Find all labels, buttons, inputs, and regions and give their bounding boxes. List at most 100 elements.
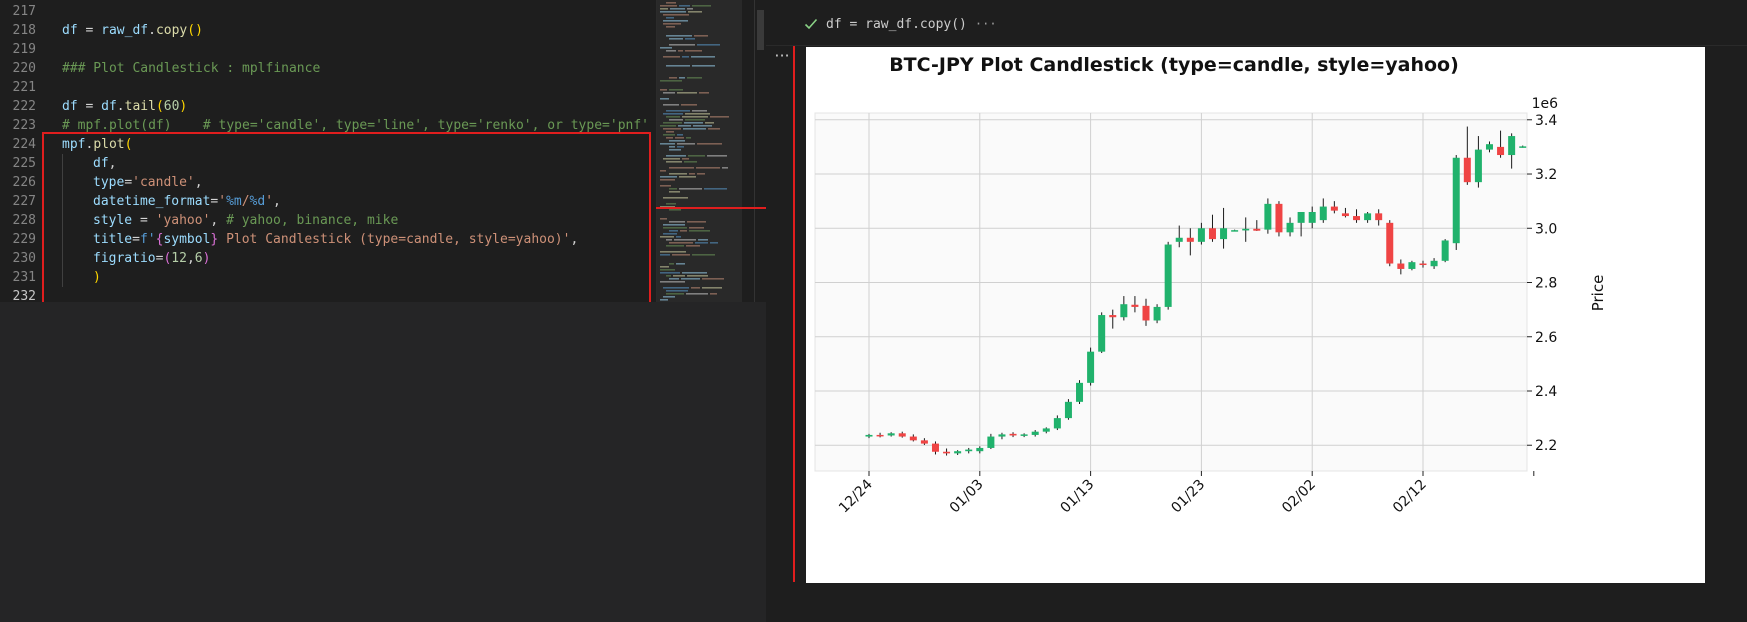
code-line[interactable]: 228 style = 'yahoo', # yahoo, binance, mi… — [0, 211, 656, 230]
y-tick-label: 2.2 — [1535, 438, 1557, 454]
minimap-code-line — [687, 8, 693, 10]
candle — [1120, 296, 1128, 321]
candle-body — [1497, 146, 1505, 156]
minimap-code-line — [663, 14, 689, 16]
indent-guide — [62, 249, 93, 268]
x-tick-label: 12/24 — [836, 476, 876, 516]
minimap-code-line — [666, 290, 688, 292]
minimap-code-line — [710, 293, 717, 295]
code-line[interactable]: 219 — [0, 40, 656, 59]
editor-scrollbar[interactable] — [754, 0, 766, 302]
line-number: 219 — [12, 42, 36, 57]
scrollbar-thumb[interactable] — [757, 10, 764, 50]
code-line[interactable]: 223 # mpf.plot(df) # type='candle', type=… — [0, 116, 656, 135]
code-token: plot — [93, 137, 125, 152]
expand-cell-more[interactable]: ··· — [974, 17, 997, 31]
code-line[interactable]: 220 ### Plot Candlestick : mplfinance — [0, 59, 656, 78]
minimap-code-line — [666, 137, 673, 139]
minimap-code-line — [687, 275, 708, 277]
minimap-code-line — [663, 128, 681, 130]
code-line[interactable]: 217 — [0, 2, 656, 21]
minimap-code-line — [666, 131, 674, 133]
candle — [865, 433, 873, 439]
chart-figure: 2.2 2.4 2.6 2.8 3.0 3.2 3.4 12/24 01/03 01/13 01/2… — [806, 47, 1705, 583]
code-token: , — [210, 213, 227, 228]
candle-body — [1375, 213, 1383, 221]
code-token: ( — [124, 137, 133, 152]
code-line[interactable]: 226 type='candle', — [0, 173, 656, 192]
code-token: ' — [218, 194, 227, 209]
code-token: type — [93, 175, 125, 190]
minimap-code-line — [679, 77, 685, 79]
code-editor[interactable]: 217 218 df = raw_df.copy() 219 220 ### Plo… — [0, 0, 766, 302]
cell-header: df = raw_df.copy() ··· — [766, 0, 1747, 46]
minimap-code-line — [669, 146, 675, 148]
code-token: ) — [202, 251, 211, 266]
code-token: { — [155, 232, 164, 247]
minimap-code-line — [677, 146, 684, 148]
candle — [1452, 155, 1460, 250]
code-line[interactable]: 229 title=f'{symbol} Plot Candlestick (ty… — [0, 230, 656, 249]
candle — [1485, 141, 1493, 153]
candle — [1286, 217, 1294, 237]
line-number: 221 — [12, 80, 36, 95]
code-token: = — [132, 232, 140, 247]
minimap-code-line — [660, 47, 672, 49]
code-line[interactable]: 221 — [0, 78, 656, 97]
minimap-code-line — [689, 173, 695, 175]
minimap-code-line — [660, 299, 668, 301]
candle — [1319, 198, 1327, 223]
candle — [1408, 260, 1416, 271]
candle-body — [1474, 149, 1482, 183]
cell-status[interactable]: df = raw_df.copy() ··· — [804, 14, 997, 34]
code-token: df — [93, 156, 109, 171]
minimap-code-line — [660, 11, 686, 13]
line-number: 220 — [12, 61, 36, 76]
candle-body — [954, 451, 962, 454]
indent-guide — [62, 211, 93, 230]
code-line[interactable]: 227 datetime_format='%m/%d', — [0, 192, 656, 211]
candle — [1375, 209, 1383, 226]
candle — [1208, 214, 1216, 242]
minimap-code-line — [678, 125, 691, 127]
minimap-code-line — [672, 254, 690, 256]
minimap-code-line — [660, 170, 666, 172]
minimap-code-line — [688, 11, 702, 13]
code-token: ( — [163, 251, 172, 266]
candle-body — [998, 434, 1006, 437]
code-token: = — [155, 251, 164, 266]
code-comment: # mpf.plot(df) # type='candle', type='li… — [62, 118, 649, 133]
minimap-code-line — [679, 176, 696, 178]
minimap-code-line — [697, 173, 705, 175]
code-token: 'yahoo' — [155, 213, 211, 228]
candle — [1031, 430, 1039, 437]
minimap-code-line — [680, 230, 687, 232]
code-line[interactable]: 231) — [0, 268, 656, 287]
code-line[interactable]: 222 df = df.tail(60) — [0, 97, 656, 116]
minimap-code-line — [689, 227, 704, 229]
line-number: 227 — [12, 194, 36, 209]
candle — [1297, 211, 1305, 237]
minimap-code-line — [666, 26, 675, 28]
candle-body — [1364, 213, 1372, 221]
candle — [1009, 432, 1017, 438]
minimap-code-line — [684, 161, 697, 163]
minimap-code-line — [660, 98, 669, 100]
code-line[interactable]: 232 — [0, 287, 656, 302]
code-line[interactable]: 218 df = raw_df.copy() — [0, 21, 656, 40]
minimap-code-line — [674, 239, 696, 241]
code-token: , — [194, 175, 203, 190]
more-actions-button[interactable]: ··· — [774, 46, 790, 65]
line-number: 228 — [12, 213, 36, 228]
minimap-code-line — [666, 116, 680, 118]
candle-body — [1020, 434, 1028, 436]
code-line[interactable]: 225 df, — [0, 154, 656, 173]
code-line[interactable]: 230 figratio=(12,6) — [0, 249, 656, 268]
candle — [1109, 309, 1117, 329]
minimap-code-line — [710, 116, 729, 118]
code-line[interactable]: 224 mpf.plot( — [0, 135, 656, 154]
minimap-slider[interactable] — [657, 0, 742, 302]
candle — [931, 441, 939, 455]
minimap[interactable] — [656, 0, 742, 302]
minimap-code-line — [660, 143, 675, 145]
